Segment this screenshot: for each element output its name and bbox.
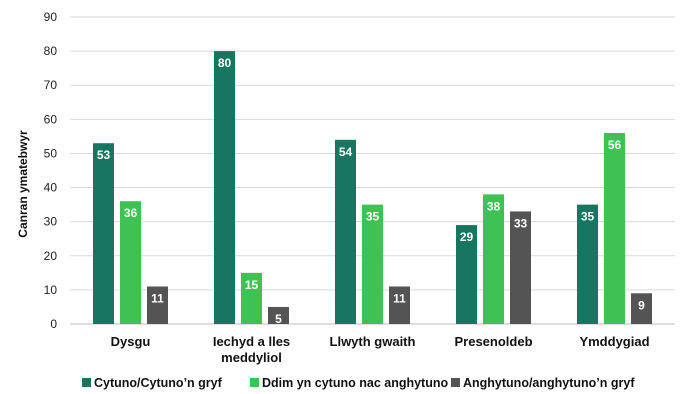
data-label: 11 [151, 291, 164, 305]
bar [362, 204, 383, 324]
category-label: Presenoldeb [454, 334, 532, 349]
legend-label: Anghytuno/anghytuno’n gryf [463, 376, 635, 390]
data-label: 53 [97, 148, 111, 162]
data-label: 33 [514, 216, 528, 230]
legend-label: Cytuno/Cytuno’n gryf [94, 376, 223, 390]
bar [510, 211, 531, 324]
y-axis-ticks: 0 10 20 30 40 50 60 70 80 90 [44, 10, 58, 331]
data-label: 56 [608, 138, 622, 152]
bar [389, 286, 410, 324]
bar [268, 306, 289, 324]
bar [631, 293, 652, 324]
legend: Cytuno/Cytuno’n gryf Ddim yn cytuno nac a… [82, 376, 635, 390]
bar [93, 143, 114, 324]
legend-swatch [451, 378, 460, 387]
data-label: 35 [366, 210, 380, 224]
bar [604, 132, 625, 324]
bar [577, 204, 598, 324]
y-tick-label: 90 [44, 10, 58, 24]
y-tick-label: 60 [44, 112, 58, 126]
category-label: meddyliol [221, 350, 282, 365]
legend-swatch [250, 378, 259, 387]
y-tick-label: 50 [44, 146, 58, 160]
gridlines [70, 16, 675, 325]
y-tick-label: 40 [44, 181, 58, 195]
bar [483, 194, 504, 324]
category-label: Dysgu [111, 334, 151, 349]
bar [456, 225, 477, 324]
data-label: 38 [487, 199, 501, 213]
bars [93, 51, 652, 324]
bar [147, 286, 168, 324]
data-label: 36 [124, 206, 138, 220]
category-label: Llwyth gwaith [330, 334, 416, 349]
bar [120, 201, 141, 324]
bar [241, 272, 262, 324]
y-tick-label: 10 [44, 283, 58, 297]
data-label: 15 [245, 278, 259, 292]
y-tick-label: 30 [44, 215, 58, 229]
y-tick-label: 80 [44, 44, 58, 58]
y-tick-label: 0 [50, 317, 57, 331]
category-label: Iechyd a lles [213, 334, 290, 349]
legend-label: Ddim yn cytuno nac anghytuno [262, 376, 448, 390]
data-label: 11 [393, 291, 406, 305]
category-label: Ymddygiad [579, 334, 649, 349]
bar [335, 139, 356, 324]
data-labels: 53 36 11 80 15 5 54 35 11 29 38 33 35 56 9 [97, 56, 645, 326]
data-label: 5 [275, 312, 282, 326]
y-tick-label: 70 [44, 78, 58, 92]
bar [214, 51, 235, 324]
y-axis-label: Canran ymatebwyr [16, 130, 30, 238]
data-label: 54 [339, 145, 353, 159]
y-tick-label: 20 [44, 249, 58, 263]
legend-swatch [82, 378, 91, 387]
data-label: 9 [638, 298, 645, 312]
data-label: 29 [460, 230, 474, 244]
data-label: 35 [581, 210, 595, 224]
data-label: 80 [218, 56, 232, 70]
